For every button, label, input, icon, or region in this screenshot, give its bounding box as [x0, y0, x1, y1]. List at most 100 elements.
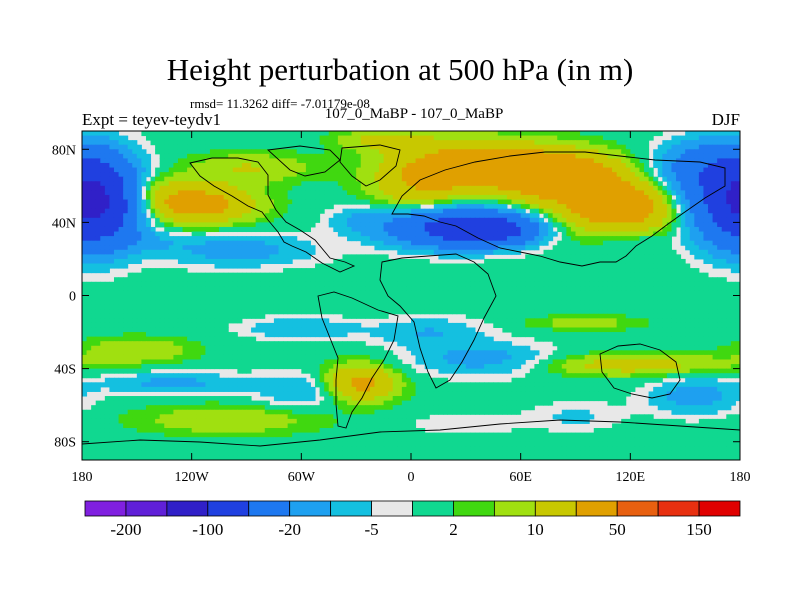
field-cell — [634, 162, 640, 169]
field-cell — [328, 185, 334, 191]
field-cell — [479, 249, 485, 255]
field-cell — [164, 249, 170, 255]
field-cell — [150, 208, 156, 214]
field-cell — [420, 295, 426, 301]
field-cell — [104, 199, 110, 205]
field-cell — [205, 258, 211, 265]
field-cell — [141, 281, 147, 287]
field-cell — [296, 281, 302, 287]
field-cell — [442, 217, 449, 223]
field-cell — [575, 240, 581, 246]
field-cell — [415, 158, 421, 164]
field-cell — [283, 135, 289, 141]
field-cell — [708, 149, 714, 155]
field-cell — [164, 281, 170, 287]
field-cell — [712, 194, 718, 201]
field-cell — [484, 149, 490, 155]
field-cell — [305, 217, 311, 223]
field-cell — [246, 181, 252, 187]
field-cell — [708, 231, 714, 237]
field-cell — [232, 204, 238, 210]
field-cell — [287, 208, 293, 214]
field-cell — [388, 153, 394, 159]
field-cell — [196, 217, 202, 223]
field-cell — [735, 140, 740, 146]
field-cell — [168, 217, 174, 223]
field-cell — [324, 176, 330, 182]
field-cell — [456, 236, 462, 242]
field-cell — [584, 217, 590, 223]
field-cell — [118, 231, 124, 237]
field-cell — [708, 204, 714, 210]
field-cell — [141, 222, 147, 228]
field-cell — [538, 254, 545, 260]
field-cell — [634, 158, 640, 164]
field-cell — [497, 140, 503, 146]
field-cell — [433, 277, 439, 283]
field-cell — [680, 240, 686, 246]
field-cell — [438, 222, 444, 228]
field-cell — [191, 231, 197, 237]
field-cell — [91, 190, 97, 196]
field-cell — [287, 149, 293, 155]
field-cell — [470, 135, 476, 141]
field-cell — [548, 290, 554, 296]
field-cell — [200, 240, 206, 246]
field-cell — [205, 149, 211, 155]
field-cell — [86, 213, 92, 219]
field-cell — [653, 208, 659, 214]
field-cell — [598, 217, 604, 223]
field-cell — [333, 277, 339, 283]
field-cell — [241, 135, 247, 141]
field-cell — [593, 194, 599, 201]
field-cell — [580, 295, 586, 301]
field-cell — [685, 153, 691, 159]
field-cell — [429, 213, 435, 219]
field-cell — [424, 272, 430, 278]
field-cell — [95, 254, 101, 260]
field-cell — [657, 153, 663, 159]
field-cell — [621, 231, 627, 237]
field-cell — [529, 149, 535, 155]
field-cell — [365, 140, 371, 146]
field-cell — [237, 208, 243, 214]
field-cell — [712, 217, 718, 223]
field-cell — [388, 286, 394, 292]
field-cell — [653, 295, 659, 301]
field-cell — [662, 153, 668, 159]
field-cell — [411, 226, 417, 233]
field-cell — [470, 190, 476, 196]
field-cell — [164, 167, 170, 173]
field-cell — [237, 144, 243, 150]
field-cell — [625, 194, 631, 201]
field-cell — [264, 236, 270, 242]
field-cell — [406, 268, 412, 274]
field-cell — [424, 213, 430, 219]
field-cell — [703, 249, 709, 255]
field-cell — [356, 149, 362, 155]
field-cell — [639, 176, 645, 182]
field-cell — [529, 240, 535, 246]
field-cell — [109, 245, 115, 251]
field-cell — [730, 185, 736, 191]
field-cell — [484, 290, 490, 296]
field-cell — [493, 272, 499, 278]
field-cell — [589, 135, 595, 141]
field-cell — [493, 194, 499, 201]
field-cell — [132, 158, 138, 164]
field-cell — [173, 172, 179, 178]
field-cell — [145, 290, 152, 296]
field-cell — [506, 268, 513, 274]
field-cell — [315, 272, 321, 278]
field-cell — [525, 258, 531, 265]
field-cell — [708, 153, 714, 159]
field-cell — [296, 277, 302, 283]
field-cell — [566, 258, 572, 265]
field-cell — [406, 140, 412, 146]
field-cell — [123, 208, 129, 214]
field-cell — [356, 258, 362, 265]
field-cell — [470, 208, 476, 214]
field-cell — [442, 162, 449, 169]
field-cell — [447, 208, 453, 214]
field-cell — [488, 258, 494, 265]
